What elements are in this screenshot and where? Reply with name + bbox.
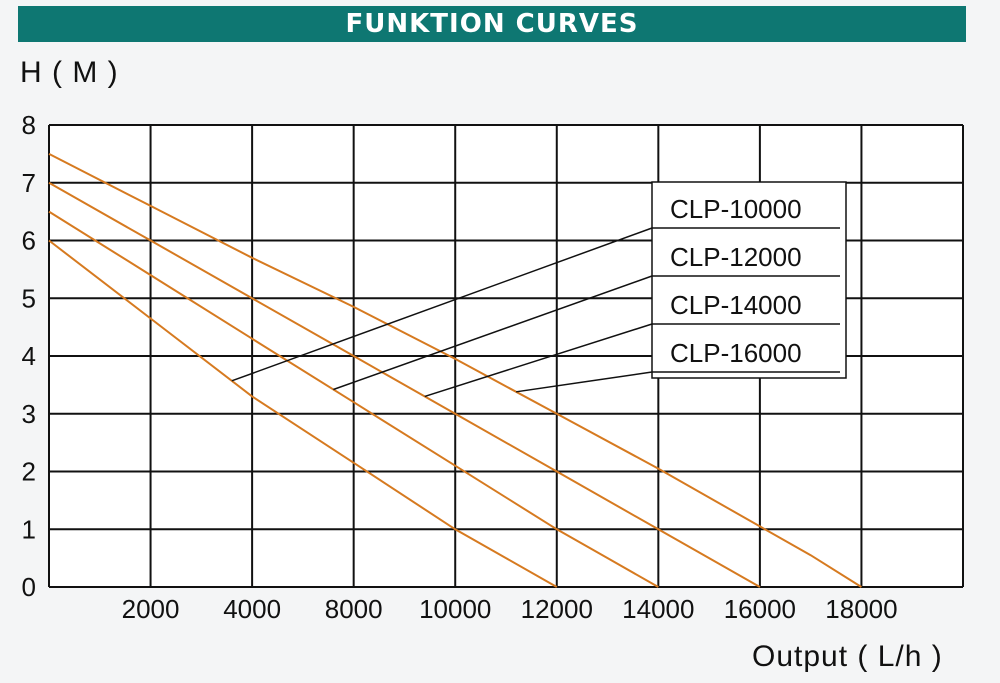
legend-label: CLP-12000	[670, 242, 802, 272]
y-tick-label: 1	[22, 514, 36, 544]
y-tick-label: 6	[22, 226, 36, 256]
legend-pointer-line	[333, 275, 653, 391]
series-line-clp-14000	[48, 181, 761, 588]
x-tick-label: 8000	[325, 594, 383, 624]
y-tick-label: 4	[22, 341, 36, 371]
legend-pointer-line	[424, 323, 653, 398]
y-tick-label: 0	[22, 572, 36, 602]
x-tick-label: 10000	[419, 594, 491, 624]
y-tick-label: 5	[22, 283, 36, 313]
legend-box	[651, 181, 847, 379]
chart-title-bar: FUNKTION CURVES	[18, 6, 966, 42]
x-tick-label: 18000	[825, 594, 897, 624]
legend-label: CLP-10000	[670, 194, 802, 224]
legend-pointer-line	[516, 371, 653, 393]
series-line-clp-16000	[48, 153, 862, 588]
y-tick-label: 8	[22, 110, 36, 140]
y-tick-label: 2	[22, 457, 36, 487]
legend-label: CLP-14000	[670, 290, 802, 320]
x-tick-label: 14000	[622, 594, 694, 624]
y-axis-label: H ( M )	[20, 56, 119, 89]
y-tick-label: 3	[22, 399, 36, 429]
y-tick-label: 7	[22, 168, 36, 198]
x-axis-label: Output ( L/h )	[752, 640, 943, 673]
legend-label: CLP-16000	[670, 338, 802, 368]
x-tick-label: 2000	[122, 594, 180, 624]
legend-pointer-line	[231, 227, 653, 382]
series-line-clp-10000	[48, 239, 558, 588]
series-line-clp-12000	[48, 210, 659, 588]
x-tick-label: 4000	[223, 594, 281, 624]
chart-title: FUNKTION CURVES	[345, 9, 639, 39]
x-tick-label: 12000	[521, 594, 593, 624]
x-tick-label: 16000	[724, 594, 796, 624]
